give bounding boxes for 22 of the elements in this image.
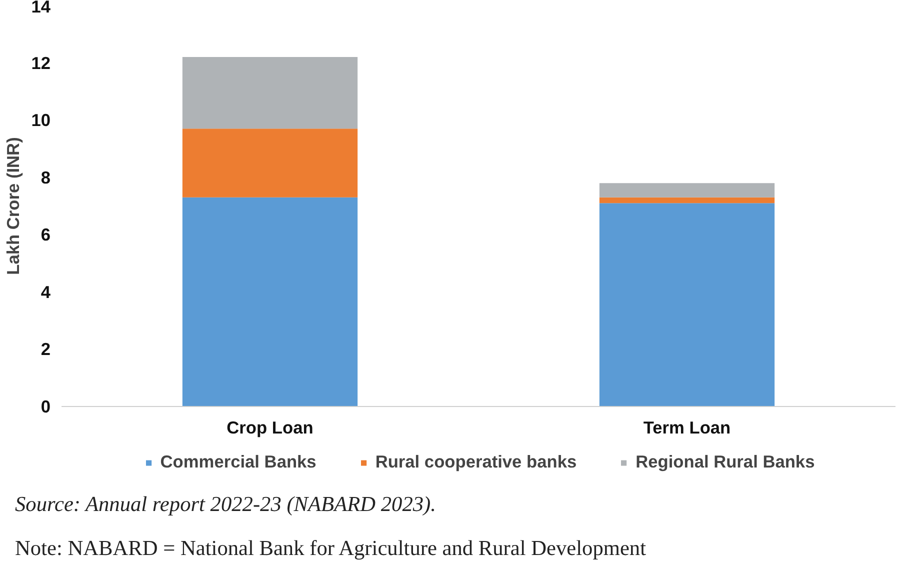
legend-label: Commercial Banks [160, 452, 316, 472]
bar [599, 183, 775, 198]
bar [182, 57, 358, 129]
x-tick-label: Term Loan [643, 418, 731, 438]
source-note: Source: Annual report 2022-23 (NABARD 2023). [15, 491, 436, 518]
bar [182, 197, 358, 406]
y-tick-label: 10 [31, 110, 51, 130]
y-tick-label: 6 [40, 224, 51, 245]
y-tick-label: 2 [40, 339, 51, 360]
y-tick-label: 4 [40, 282, 51, 302]
legend-label: Rural cooperative banks [375, 452, 577, 472]
legend-label: Regional Rural Banks [636, 452, 815, 472]
bar [599, 203, 775, 406]
y-tick-label: 0 [40, 396, 51, 416]
x-tick-label: Crop Loan [226, 418, 314, 438]
text: Note: NABARD = National Bank for Agriculture and Rural Development [15, 535, 646, 562]
y-axis-title: Lakh Crore (INR) [3, 137, 24, 275]
y-tick-label: 8 [40, 167, 51, 188]
bar [182, 128, 358, 198]
y-tick-label: 12 [31, 52, 51, 73]
y-tick-label: 14 [31, 0, 51, 16]
bar [599, 197, 775, 204]
